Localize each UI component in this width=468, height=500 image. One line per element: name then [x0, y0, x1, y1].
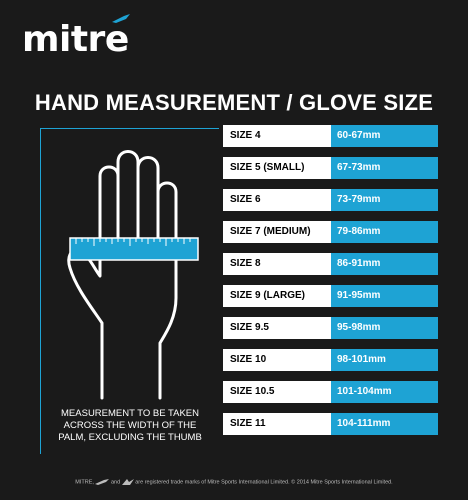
mitre-logo-icon — [112, 14, 130, 23]
size-row: SIZE 9 (LARGE) 91-95mm — [223, 285, 438, 307]
instruction-line: ACROSS THE WIDTH OF THE — [63, 420, 197, 431]
size-label: SIZE 7 (MEDIUM) — [223, 221, 331, 243]
size-range: 91-95mm — [331, 285, 438, 307]
size-range: 67-73mm — [331, 157, 438, 179]
size-label: SIZE 4 — [223, 125, 331, 147]
size-range: 60-67mm — [331, 125, 438, 147]
hand-frame — [40, 128, 219, 454]
size-row: SIZE 6 73-79mm — [223, 189, 438, 211]
trademark-footer: MITRE, and are registered trade marks of… — [0, 479, 468, 485]
instruction-line: PALM, EXCLUDING THE THUMB — [58, 432, 202, 443]
size-row: SIZE 11 104-111mm — [223, 413, 438, 435]
size-range: 95-98mm — [331, 317, 438, 339]
size-range: 104-111mm — [331, 413, 438, 435]
size-label: SIZE 5 (SMALL) — [223, 157, 331, 179]
size-label: SIZE 8 — [223, 253, 331, 275]
size-label: SIZE 10 — [223, 349, 331, 371]
size-label: SIZE 10.5 — [223, 381, 331, 403]
mitre-mark-icon — [95, 479, 110, 485]
mitre-logo: mitre — [22, 19, 129, 60]
size-row: SIZE 10.5 101-104mm — [223, 381, 438, 403]
size-row: SIZE 4 60-67mm — [223, 125, 438, 147]
size-row: SIZE 9.5 95-98mm — [223, 317, 438, 339]
size-range: 98-101mm — [331, 349, 438, 371]
mitre-arrow-icon — [121, 479, 134, 485]
size-row: SIZE 8 86-91mm — [223, 253, 438, 275]
size-row: SIZE 5 (SMALL) 67-73mm — [223, 157, 438, 179]
page-title: HAND MEASUREMENT / GLOVE SIZE — [34, 90, 434, 115]
footer-suffix: are registered trade marks of Mitre Spor… — [135, 479, 393, 486]
footer-prefix: MITRE, — [75, 479, 94, 486]
size-range: 79-86mm — [331, 221, 438, 243]
hand-outline-icon — [67, 150, 199, 400]
size-label: SIZE 6 — [223, 189, 331, 211]
instruction-line: MEASUREMENT TO BE TAKEN — [61, 408, 199, 419]
size-label: SIZE 9.5 — [223, 317, 331, 339]
measuring-ruler-icon — [69, 237, 199, 261]
footer-middle: and — [110, 479, 121, 486]
size-range: 86-91mm — [331, 253, 438, 275]
size-label: SIZE 11 — [223, 413, 331, 435]
size-row: SIZE 7 (MEDIUM) 79-86mm — [223, 221, 438, 243]
measurement-instructions: MEASUREMENT TO BE TAKEN ACROSS THE WIDTH… — [40, 408, 220, 444]
size-range: 101-104mm — [331, 381, 438, 403]
size-label: SIZE 9 (LARGE) — [223, 285, 331, 307]
size-row: SIZE 10 98-101mm — [223, 349, 438, 371]
size-range: 73-79mm — [331, 189, 438, 211]
